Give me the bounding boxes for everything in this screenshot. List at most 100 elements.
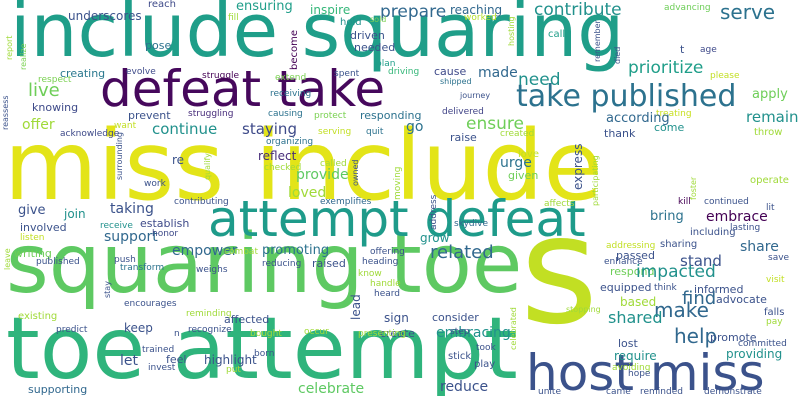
word: presenting: [358, 329, 407, 339]
word: handle: [370, 279, 401, 289]
word: share: [740, 239, 779, 255]
word: celebrated: [509, 307, 518, 350]
word: please: [710, 71, 740, 81]
word: want: [114, 121, 137, 131]
word: moving: [393, 166, 403, 200]
word: kill: [678, 197, 691, 207]
word: sold: [370, 15, 387, 24]
word: fill: [228, 13, 239, 23]
word: foster: [689, 176, 698, 200]
word: heading: [362, 257, 399, 267]
word: hope: [628, 369, 651, 379]
word: grow: [420, 231, 450, 245]
word: weighs: [196, 265, 228, 275]
word: qualify: [203, 153, 212, 180]
word: equipped: [600, 281, 652, 294]
word: born: [254, 349, 275, 359]
word: offer: [22, 117, 55, 133]
word: express: [571, 143, 585, 190]
word: n: [174, 329, 180, 339]
word: struggle: [202, 71, 240, 81]
word: keep: [124, 321, 153, 335]
word: shared: [608, 308, 663, 327]
word: reminded: [640, 387, 683, 397]
word: taking: [110, 201, 154, 217]
word: protect: [314, 111, 347, 121]
word: come: [654, 121, 685, 134]
word: checked: [264, 163, 302, 173]
word: knowing: [32, 101, 79, 114]
word: including: [690, 227, 736, 238]
word: go: [406, 119, 424, 135]
word: participating: [591, 155, 600, 206]
word: save: [768, 253, 790, 263]
word: invest: [148, 363, 176, 373]
word: driving: [388, 67, 420, 77]
word: responding: [360, 109, 422, 122]
word: put: [226, 365, 241, 375]
word: existing: [18, 311, 58, 322]
word: listen: [20, 233, 45, 243]
word: organizing: [266, 137, 314, 147]
word: t: [680, 43, 685, 56]
word: thank: [604, 127, 636, 140]
word: reducing: [262, 259, 302, 269]
word: ensuring: [236, 0, 293, 14]
word: inspire: [310, 3, 351, 17]
word: impacted: [636, 262, 716, 282]
word: squaring toe: [6, 217, 523, 312]
word: combat: [224, 247, 258, 257]
word: creating: [60, 67, 106, 80]
word: receiving: [270, 89, 312, 99]
word: let: [120, 353, 138, 369]
word: report: [5, 35, 14, 60]
word: defeat take: [100, 60, 386, 118]
word: provide: [296, 167, 349, 183]
word: reminding: [186, 309, 232, 319]
word: causing: [268, 109, 303, 119]
word: take published: [516, 79, 737, 114]
word: loved: [288, 185, 327, 201]
word: raise: [450, 131, 477, 144]
word: hosting: [507, 16, 516, 46]
word: encourages: [124, 299, 177, 309]
word: supporting: [28, 383, 88, 396]
word: according: [606, 111, 670, 126]
word: predict: [56, 325, 88, 335]
word: reach: [148, 0, 177, 10]
word: remember: [593, 20, 602, 62]
word: realize: [19, 43, 28, 70]
word: surrounding: [115, 132, 124, 180]
word: include squaring: [10, 0, 625, 74]
word: sharing: [660, 239, 698, 250]
word: know: [358, 269, 382, 279]
word: took: [476, 343, 496, 353]
word: ensure: [466, 114, 524, 134]
word: honor: [152, 229, 179, 239]
word: continue: [152, 120, 218, 138]
word: treating: [656, 109, 692, 119]
word: based: [620, 295, 657, 309]
word: passed: [616, 249, 655, 262]
word: visit: [766, 275, 785, 285]
word: quit: [366, 127, 384, 137]
word: pay: [766, 317, 783, 327]
word: help: [674, 324, 718, 348]
word: promote: [710, 331, 757, 344]
word: respect: [38, 75, 72, 85]
word: contributing: [174, 197, 229, 207]
word: call: [548, 29, 566, 40]
word: bring: [650, 209, 684, 224]
word: serve: [720, 0, 776, 24]
word: urge: [500, 155, 532, 171]
word: require: [614, 349, 657, 363]
word: pose: [145, 39, 172, 52]
word: continued: [704, 197, 749, 207]
word: stay: [103, 281, 112, 298]
word: worked: [464, 13, 497, 23]
word: made: [478, 65, 518, 81]
word: reassess: [1, 95, 10, 130]
word: enhance: [604, 257, 643, 267]
word: embracing: [436, 325, 511, 341]
word: demonstrate: [704, 387, 762, 397]
